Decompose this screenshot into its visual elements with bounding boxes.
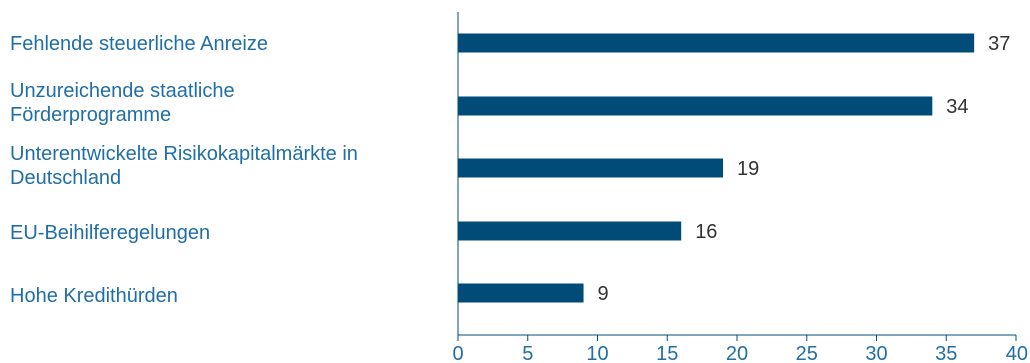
value-label: 16 (695, 221, 717, 243)
category-label: EU-Beihilferegelungen (10, 221, 450, 245)
value-label: 9 (598, 283, 609, 305)
category-label-line: Unterentwickelte Risikokapitalmärkte in (10, 143, 358, 165)
bar (458, 96, 933, 116)
x-tick-label: 5 (522, 343, 533, 363)
bar (458, 283, 584, 303)
bar (458, 158, 724, 178)
x-tick-label: 40 (1006, 343, 1028, 363)
bar (458, 221, 682, 241)
bars-group (458, 33, 975, 303)
category-label-line: EU-Beihilferegelungen (10, 222, 211, 244)
category-label: Unterentwickelte Risikokapitalmärkte in D… (10, 142, 450, 190)
x-tick-label: 20 (726, 343, 748, 363)
category-label: Fehlende steuerliche Anreize (10, 32, 450, 56)
category-label: Hohe Kredithürden (10, 284, 450, 308)
category-label-line: Unzureichende staatliche (10, 80, 235, 102)
category-label-line: Hohe Kredithürden (10, 285, 178, 307)
category-label: Unzureichende staatliche Förderprogramme (10, 79, 450, 127)
axes-group: 0 5 10 15 20 25 30 35 40 (452, 12, 1028, 363)
category-label-line: Förderprogramme (10, 104, 172, 126)
x-tick-label: 30 (865, 343, 887, 363)
x-tick-label: 25 (796, 343, 818, 363)
x-tick-label: 10 (586, 343, 608, 363)
x-tick-label: 15 (656, 343, 678, 363)
value-label: 34 (946, 96, 968, 118)
value-labels-group: 37 34 19 16 9 (598, 33, 1011, 305)
bar (458, 33, 975, 53)
category-label-line: Deutschland (10, 167, 122, 189)
x-tick-label: 35 (935, 343, 957, 363)
category-label-line: Fehlende steuerliche Anreize (10, 33, 268, 55)
value-label: 19 (737, 158, 759, 180)
x-tick-label: 0 (452, 343, 463, 363)
value-label: 37 (988, 33, 1010, 55)
